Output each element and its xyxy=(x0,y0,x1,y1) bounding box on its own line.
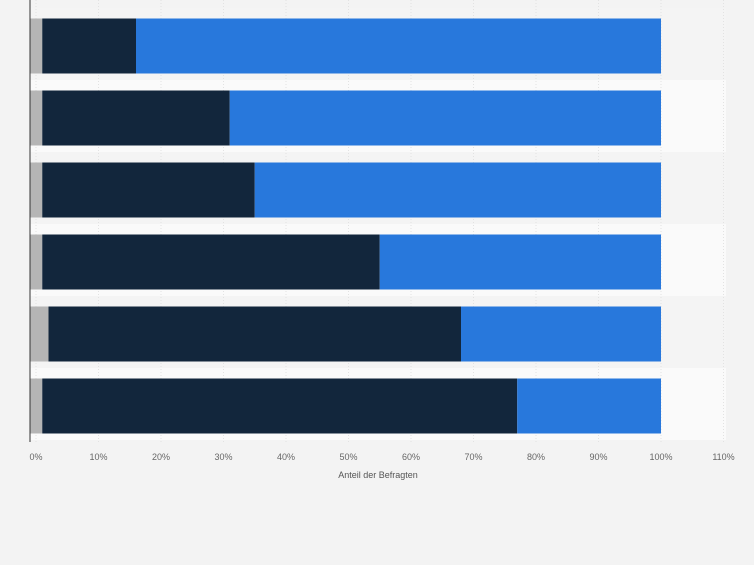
x-tick-label: 40% xyxy=(277,452,295,462)
bar-segment xyxy=(30,234,43,290)
bar-segment xyxy=(229,90,661,146)
bars xyxy=(30,18,661,434)
bar-segment xyxy=(42,234,380,290)
bar-segment xyxy=(42,18,136,74)
x-tick-label: 50% xyxy=(339,452,357,462)
bar-segment xyxy=(42,378,518,434)
x-axis-label: Anteil der Befragten xyxy=(338,470,418,480)
bar-segment xyxy=(517,378,661,434)
bar-segment xyxy=(30,306,49,362)
bar-segment xyxy=(42,162,255,218)
x-tick-label: 110% xyxy=(712,452,734,462)
bar-segment xyxy=(42,90,230,146)
x-tick-labels: 0% 10% 20% 30% 40% 50% 60% 70% 80% 90% 100% 110% xyxy=(29,452,734,462)
x-tick-label: 70% xyxy=(464,452,482,462)
x-tick-label: 10% xyxy=(89,452,107,462)
bar-segment xyxy=(30,162,43,218)
x-tick-label: 90% xyxy=(589,452,607,462)
x-tick-label: 0% xyxy=(29,452,42,462)
x-tick-label: 60% xyxy=(402,452,420,462)
bar-segment xyxy=(30,90,43,146)
bar-segment xyxy=(254,162,661,218)
x-tick-label: 100% xyxy=(649,452,672,462)
x-tick-label: 80% xyxy=(527,452,545,462)
x-tick-label: 20% xyxy=(152,452,170,462)
bar-segment xyxy=(136,18,661,74)
bar-segment xyxy=(461,306,661,362)
bar-segment xyxy=(48,306,461,362)
bar-segment xyxy=(30,18,43,74)
x-tick-label: 30% xyxy=(214,452,232,462)
bar-segment xyxy=(379,234,661,290)
bar-segment xyxy=(30,378,43,434)
